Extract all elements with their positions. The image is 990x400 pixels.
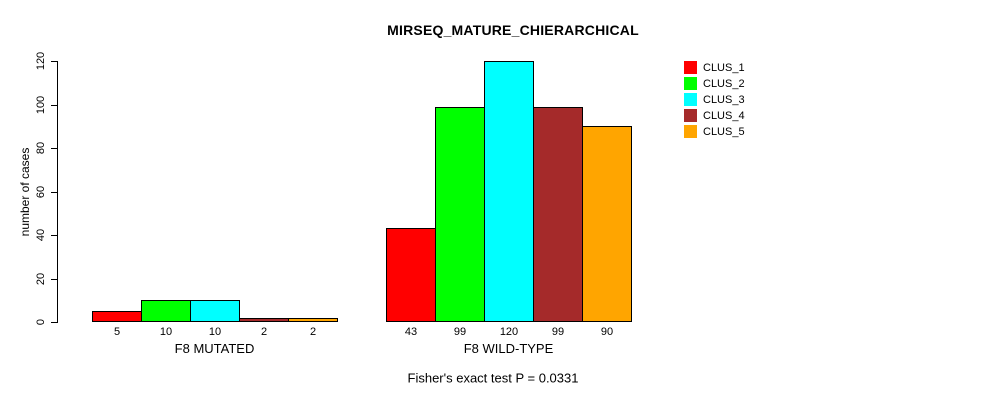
bar-value-label: 5 bbox=[113, 326, 121, 338]
y-axis-tick bbox=[51, 61, 57, 62]
legend-label: CLUS_5 bbox=[703, 125, 745, 138]
group-label-1: F8 MUTATED bbox=[174, 341, 255, 356]
bar-value-label: 99 bbox=[551, 326, 565, 338]
bar-value-label: 90 bbox=[600, 326, 614, 338]
bar-clus_3-2 bbox=[484, 61, 534, 322]
bar-clus_4-2 bbox=[533, 107, 583, 322]
y-tick-label: 120 bbox=[35, 51, 47, 71]
y-axis-tick bbox=[51, 279, 57, 280]
y-axis-title: number of cases bbox=[18, 147, 32, 237]
group-label-2: F8 WILD-TYPE bbox=[463, 341, 554, 356]
legend-swatch-clus_2 bbox=[684, 77, 697, 90]
y-tick-label: 20 bbox=[35, 272, 47, 286]
legend-label: CLUS_4 bbox=[703, 109, 745, 122]
bar-clus_1-2 bbox=[386, 228, 436, 322]
bar-clus_2-2 bbox=[435, 107, 485, 322]
legend-item-clus_2: CLUS_2 bbox=[684, 76, 745, 91]
bar-clus_1-1 bbox=[92, 311, 142, 322]
legend-item-clus_4: CLUS_4 bbox=[684, 108, 745, 123]
bar-value-label: 120 bbox=[499, 326, 519, 338]
y-axis-tick bbox=[51, 192, 57, 193]
legend-label: CLUS_1 bbox=[703, 61, 745, 74]
bar-clus_4-1 bbox=[239, 318, 289, 322]
chart-title: MIRSEQ_MATURE_CHIERARCHICAL bbox=[387, 22, 639, 38]
y-axis-tick bbox=[51, 235, 57, 236]
bar-value-label: 2 bbox=[309, 326, 317, 338]
legend-swatch-clus_3 bbox=[684, 93, 697, 106]
caption-fisher-test: Fisher's exact test P = 0.0331 bbox=[407, 370, 579, 386]
y-axis-tick bbox=[51, 105, 57, 106]
bar-clus_3-1 bbox=[190, 300, 240, 322]
legend: CLUS_1 CLUS_2 CLUS_3 CLUS_4 CLUS_5 bbox=[684, 60, 745, 140]
y-axis-tick bbox=[51, 322, 57, 323]
legend-swatch-clus_4 bbox=[684, 109, 697, 122]
y-tick-label: 0 bbox=[35, 318, 47, 326]
legend-swatch-clus_5 bbox=[684, 125, 697, 138]
bar-value-label: 43 bbox=[404, 326, 418, 338]
y-axis-line bbox=[57, 61, 58, 323]
y-tick-label: 80 bbox=[35, 141, 47, 155]
bar-value-label: 2 bbox=[260, 326, 268, 338]
legend-label: CLUS_2 bbox=[703, 77, 745, 90]
legend-label: CLUS_3 bbox=[703, 93, 745, 106]
y-tick-label: 100 bbox=[35, 95, 47, 115]
bar-value-label: 10 bbox=[208, 326, 222, 338]
bar-value-label: 10 bbox=[159, 326, 173, 338]
bar-clus_2-1 bbox=[141, 300, 191, 322]
legend-item-clus_5: CLUS_5 bbox=[684, 124, 745, 139]
y-tick-label: 60 bbox=[35, 185, 47, 199]
legend-item-clus_3: CLUS_3 bbox=[684, 92, 745, 107]
legend-swatch-clus_1 bbox=[684, 61, 697, 74]
legend-item-clus_1: CLUS_1 bbox=[684, 60, 745, 75]
y-tick-label: 40 bbox=[35, 228, 47, 242]
bar-clus_5-2 bbox=[582, 126, 632, 322]
bar-value-label: 99 bbox=[453, 326, 467, 338]
y-axis-tick bbox=[51, 148, 57, 149]
bar-clus_5-1 bbox=[288, 318, 338, 322]
